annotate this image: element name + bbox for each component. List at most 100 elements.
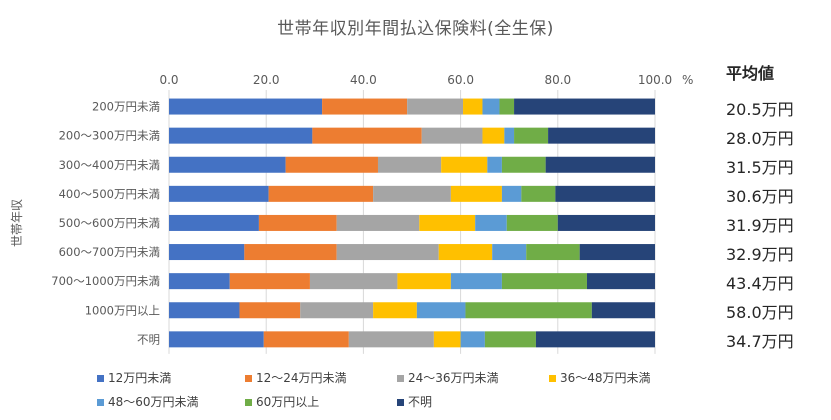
- bar-segment-4: [463, 98, 483, 115]
- legend-label: 24～36万円未満: [408, 371, 499, 385]
- bar-segment-5: [475, 214, 507, 231]
- bar-segment-7: [555, 185, 655, 202]
- bar-segment-7: [579, 244, 655, 261]
- category-label: 300～400万円未満: [59, 158, 160, 172]
- bar-segment-3: [336, 244, 439, 261]
- bar-segment-2: [258, 214, 337, 231]
- average-value: 30.6万円: [726, 186, 794, 206]
- bar-segment-2: [244, 244, 337, 261]
- legend-item: 36～48万円未満: [549, 369, 651, 386]
- legend-label: 36～48万円未満: [560, 371, 651, 385]
- bar-segment-3: [377, 156, 442, 173]
- bar-segment-4: [419, 214, 476, 231]
- bar-segment-5: [460, 331, 485, 348]
- average-value: 31.9万円: [726, 215, 794, 235]
- bar-segment-2: [268, 185, 374, 202]
- bar-segment-7: [535, 331, 655, 348]
- bar-segment-5: [487, 156, 502, 173]
- bar-segment-2: [229, 273, 310, 290]
- x-tick-label: 60.0: [447, 73, 474, 87]
- bar-segment-6: [465, 302, 592, 319]
- legend-label: 48～60万円未満: [108, 395, 199, 409]
- bar-segment-5: [416, 302, 466, 319]
- legend-label: 12～24万円未満: [256, 371, 347, 385]
- legend-item: 不明: [397, 393, 432, 410]
- legend-swatch: [549, 375, 556, 382]
- average-value: 28.0万円: [726, 128, 794, 148]
- bar-segment-4: [397, 273, 451, 290]
- bar-segment-1: [169, 185, 269, 202]
- bar-segment-7: [586, 273, 655, 290]
- legend-swatch: [245, 375, 252, 382]
- x-tick-label: 20.0: [253, 73, 280, 87]
- category-label: 400～500万円未満: [59, 187, 160, 201]
- x-tick-label: 100.0: [638, 73, 672, 87]
- legend-label: 12万円未満: [108, 371, 172, 385]
- bar-segment-1: [169, 273, 230, 290]
- bar-segment-4: [373, 302, 417, 319]
- bar-segment-3: [300, 302, 374, 319]
- bar-segment-3: [407, 98, 464, 115]
- x-unit-label: %: [682, 73, 693, 87]
- bar-segment-1: [169, 331, 264, 348]
- average-value: 31.5万円: [726, 157, 794, 177]
- bar-segment-6: [499, 98, 515, 115]
- x-tick-label: 0.0: [159, 73, 178, 87]
- chart-title: 世帯年収別年間払込保険料(全生保): [277, 19, 554, 39]
- y-axis-title: 世帯年収: [10, 199, 24, 247]
- category-label: 500～600万円未満: [59, 216, 160, 230]
- bar-segment-4: [482, 127, 505, 144]
- bar-segment-4: [441, 156, 488, 173]
- bar-segment-7: [548, 127, 655, 144]
- legend-item: 60万円以上: [245, 393, 319, 410]
- bar-segment-2: [285, 156, 378, 173]
- legend-label: 60万円以上: [256, 395, 320, 409]
- x-tick-label: 40.0: [350, 73, 377, 87]
- legend-label: 不明: [408, 395, 433, 409]
- bar-segment-2: [322, 98, 408, 115]
- bar-segment-1: [169, 156, 286, 173]
- bar-segment-1: [169, 302, 240, 319]
- category-label: 700～1000万円未満: [51, 274, 160, 288]
- average-value: 58.0万円: [726, 303, 794, 323]
- average-column-header: 平均値: [726, 64, 775, 83]
- category-label: 1000万円以上: [85, 303, 160, 317]
- bar-segment-3: [309, 273, 398, 290]
- bar-segment-1: [169, 244, 245, 261]
- bar-segment-1: [169, 127, 313, 144]
- bar-segment-6: [521, 185, 556, 202]
- legend-item: 48～60万円未満: [97, 393, 199, 410]
- bar-segment-1: [169, 98, 323, 115]
- average-value: 20.5万円: [726, 99, 794, 119]
- bar-segment-7: [545, 156, 655, 173]
- bar-segment-5: [450, 273, 502, 290]
- average-value: 32.9万円: [726, 245, 794, 265]
- bar-segment-5: [501, 185, 522, 202]
- bar-segment-6: [501, 273, 587, 290]
- category-label: 200万円未満: [92, 100, 160, 114]
- bar-segment-3: [336, 214, 420, 231]
- legend-item: 12万円未満: [97, 369, 171, 386]
- bar-segment-3: [348, 331, 434, 348]
- bar-segment-5: [504, 127, 515, 144]
- bar-segment-2: [263, 331, 349, 348]
- x-tick-label: 80.0: [544, 73, 571, 87]
- bar-segment-4: [438, 244, 493, 261]
- bar-segment-7: [591, 302, 655, 319]
- bar-segment-2: [312, 127, 422, 144]
- bar-segment-7: [514, 98, 655, 115]
- legend-item: 24～36万円未満: [397, 369, 499, 386]
- category-label: 不明: [137, 332, 160, 346]
- bar-segment-6: [526, 244, 580, 261]
- bar-segment-5: [482, 98, 500, 115]
- category-label: 600～700万円未満: [59, 245, 160, 259]
- bar-segment-6: [501, 156, 546, 173]
- bar-segment-6: [506, 214, 558, 231]
- average-value: 34.7万円: [726, 332, 794, 352]
- bar-segment-4: [450, 185, 502, 202]
- bar-segment-4: [433, 331, 461, 348]
- bar-segment-1: [169, 214, 259, 231]
- legend-swatch: [97, 375, 104, 382]
- legend-swatch: [397, 375, 404, 382]
